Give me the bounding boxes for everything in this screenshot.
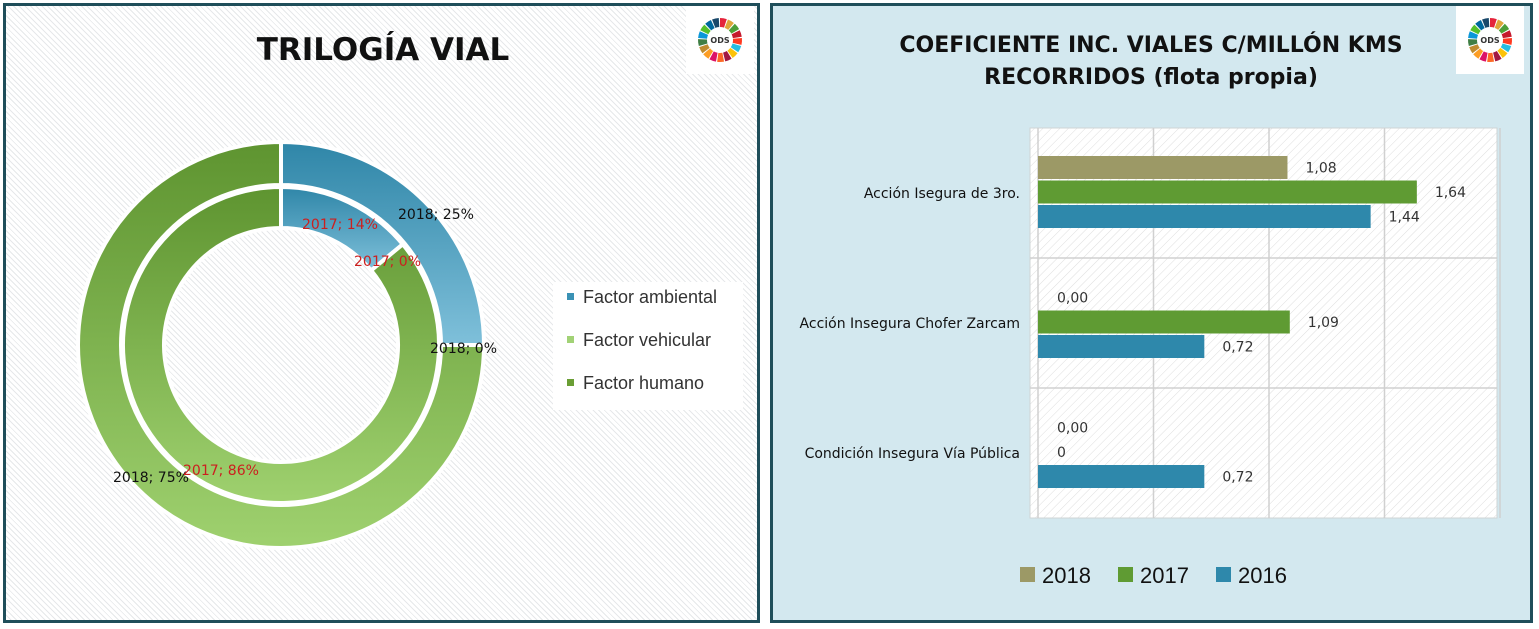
doughnut-slice-2017-2	[121, 184, 441, 505]
ods-logo-left: ODS	[686, 6, 754, 74]
ods-wheel-segment	[724, 19, 734, 30]
ods-wheel-segment	[1470, 24, 1481, 35]
bar-legend-marker-2016	[1216, 567, 1231, 582]
bar-label-2017-0: 1,64	[1435, 185, 1466, 201]
ods-wheel-segment	[1500, 43, 1512, 53]
ods-wheel-segment	[698, 39, 708, 47]
doughnut-chart-title: TRILOGÍA VIAL	[257, 32, 510, 68]
ods-wheel-segment	[705, 19, 715, 31]
ods-wheel-segment	[1487, 52, 1495, 63]
ods-wheel-segment	[1490, 18, 1497, 28]
ods-wheel-segment	[730, 43, 742, 53]
doughnut-legend-marker-0	[567, 293, 574, 300]
doughnut-legend: Factor ambiental Factor vehicular Factor h…	[567, 287, 717, 393]
ods-wheel-segment	[1498, 23, 1510, 34]
doughnut-legend-box	[553, 282, 743, 410]
bar-2018-0	[1038, 156, 1288, 179]
bar-category-label-1: Acción Insegura Chofer Zarcam	[800, 316, 1020, 332]
doughnut-legend-marker-2	[567, 379, 574, 386]
ods-wheel-segment	[712, 18, 720, 28]
bar-series: 1,08 1,64 1,44 0,00 1,09 0,72 0,00 0 0,72	[1038, 156, 1466, 488]
bar-category-label-0: Acción Isegura de 3ro.	[864, 186, 1020, 202]
bar-legend-label-2016: 2016	[1238, 563, 1287, 588]
ods-wheel-segment	[703, 48, 714, 59]
ods-wheel-segment	[700, 24, 711, 35]
bar-2016-2	[1038, 465, 1205, 488]
bar-legend-marker-2017	[1118, 567, 1133, 582]
doughnut-data-labels: 2018; 25% 2018; 0% 2018; 75% 2017; 14% 2017;…	[113, 207, 497, 486]
doughnut-label-2018-1: 2018; 0%	[430, 341, 497, 357]
doughnut-label-2018-0: 2018; 25%	[398, 207, 474, 223]
ods-wheel-segment	[727, 47, 738, 59]
bar-legend-label-2018: 2018	[1042, 563, 1091, 588]
doughnut-legend-label-1: Factor vehicular	[583, 330, 711, 350]
bar-category-label-2: Condición Insegura Vía Pública	[805, 446, 1020, 462]
bar-category-labels: Acción Isegura de 3ro. Acción Insegura Ch…	[800, 186, 1020, 462]
ods-wheel-segment	[1469, 44, 1480, 54]
bar-label-2017-1: 1,09	[1308, 315, 1339, 331]
doughnut-legend-label-0: Factor ambiental	[583, 287, 717, 307]
bar-label-2017-2: 0	[1057, 445, 1066, 461]
ods-wheel-segment	[732, 37, 742, 45]
ods-wheel-segment	[731, 30, 742, 39]
ods-wheel-segment	[723, 51, 732, 62]
bar-chart-title-line2: RECORRIDOS (flota propia)	[984, 65, 1318, 90]
bar-legend-label-2017: 2017	[1140, 563, 1189, 588]
doughnut-label-2018-2: 2018; 75%	[113, 470, 189, 486]
ods-wheel-segment	[720, 18, 727, 28]
ods-wheel-segment	[1502, 37, 1512, 45]
ods-wheel-segment	[1468, 31, 1479, 39]
doughnut-legend-label-2: Factor humano	[583, 373, 704, 393]
ods-wheel-segment	[1475, 19, 1485, 31]
doughnut-label-2017-2: 2017; 86%	[183, 463, 259, 479]
bar-2016-1	[1038, 335, 1205, 358]
bar-label-2016-2: 0,72	[1222, 470, 1253, 486]
ods-wheel-segment	[698, 31, 709, 39]
ods-wheel-segment	[1468, 39, 1478, 47]
ods-wheel-segment	[1501, 30, 1512, 39]
ods-wheel-segment	[1473, 48, 1484, 59]
ods-wheel-segment	[717, 52, 725, 63]
ods-wheel-segment	[1493, 51, 1502, 62]
bar-legend: 2018 2017 2016	[1020, 563, 1287, 588]
ods-logo-text: ODS	[1480, 36, 1499, 45]
ods-wheel-segment	[1494, 19, 1504, 30]
bar-2016-0	[1038, 205, 1371, 228]
doughnut-label-2017-0: 2017; 14%	[302, 217, 378, 233]
ods-wheel-segment	[709, 51, 718, 62]
bar-label-2016-1: 0,72	[1222, 340, 1253, 356]
bar-label-2016-0: 1,44	[1389, 210, 1420, 226]
bar-label-2018-2: 0,00	[1057, 421, 1088, 437]
ods-logo-text: ODS	[710, 36, 729, 45]
ods-wheel-segment	[1479, 51, 1488, 62]
doughnut-rings	[76, 139, 487, 550]
doughnut-legend-marker-1	[567, 336, 574, 343]
doughnut-label-2017-1: 2017; 0%	[354, 254, 421, 270]
bar-2017-1	[1038, 310, 1290, 334]
bar-chart-title-line1: COEFICIENTE INC. VIALES C/MILLÓN KMS	[899, 32, 1402, 58]
bar-2017-0	[1038, 180, 1417, 204]
ods-wheel-segment	[1482, 18, 1490, 28]
bar-label-2018-0: 1,08	[1305, 161, 1336, 177]
bar-legend-marker-2018	[1020, 567, 1035, 582]
ods-logo-right: ODS	[1456, 6, 1524, 74]
ods-wheel-segment	[699, 44, 710, 54]
bar-label-2018-1: 0,00	[1057, 291, 1088, 307]
ods-wheel-segment	[1497, 47, 1508, 59]
ods-wheel-segment	[728, 23, 740, 34]
